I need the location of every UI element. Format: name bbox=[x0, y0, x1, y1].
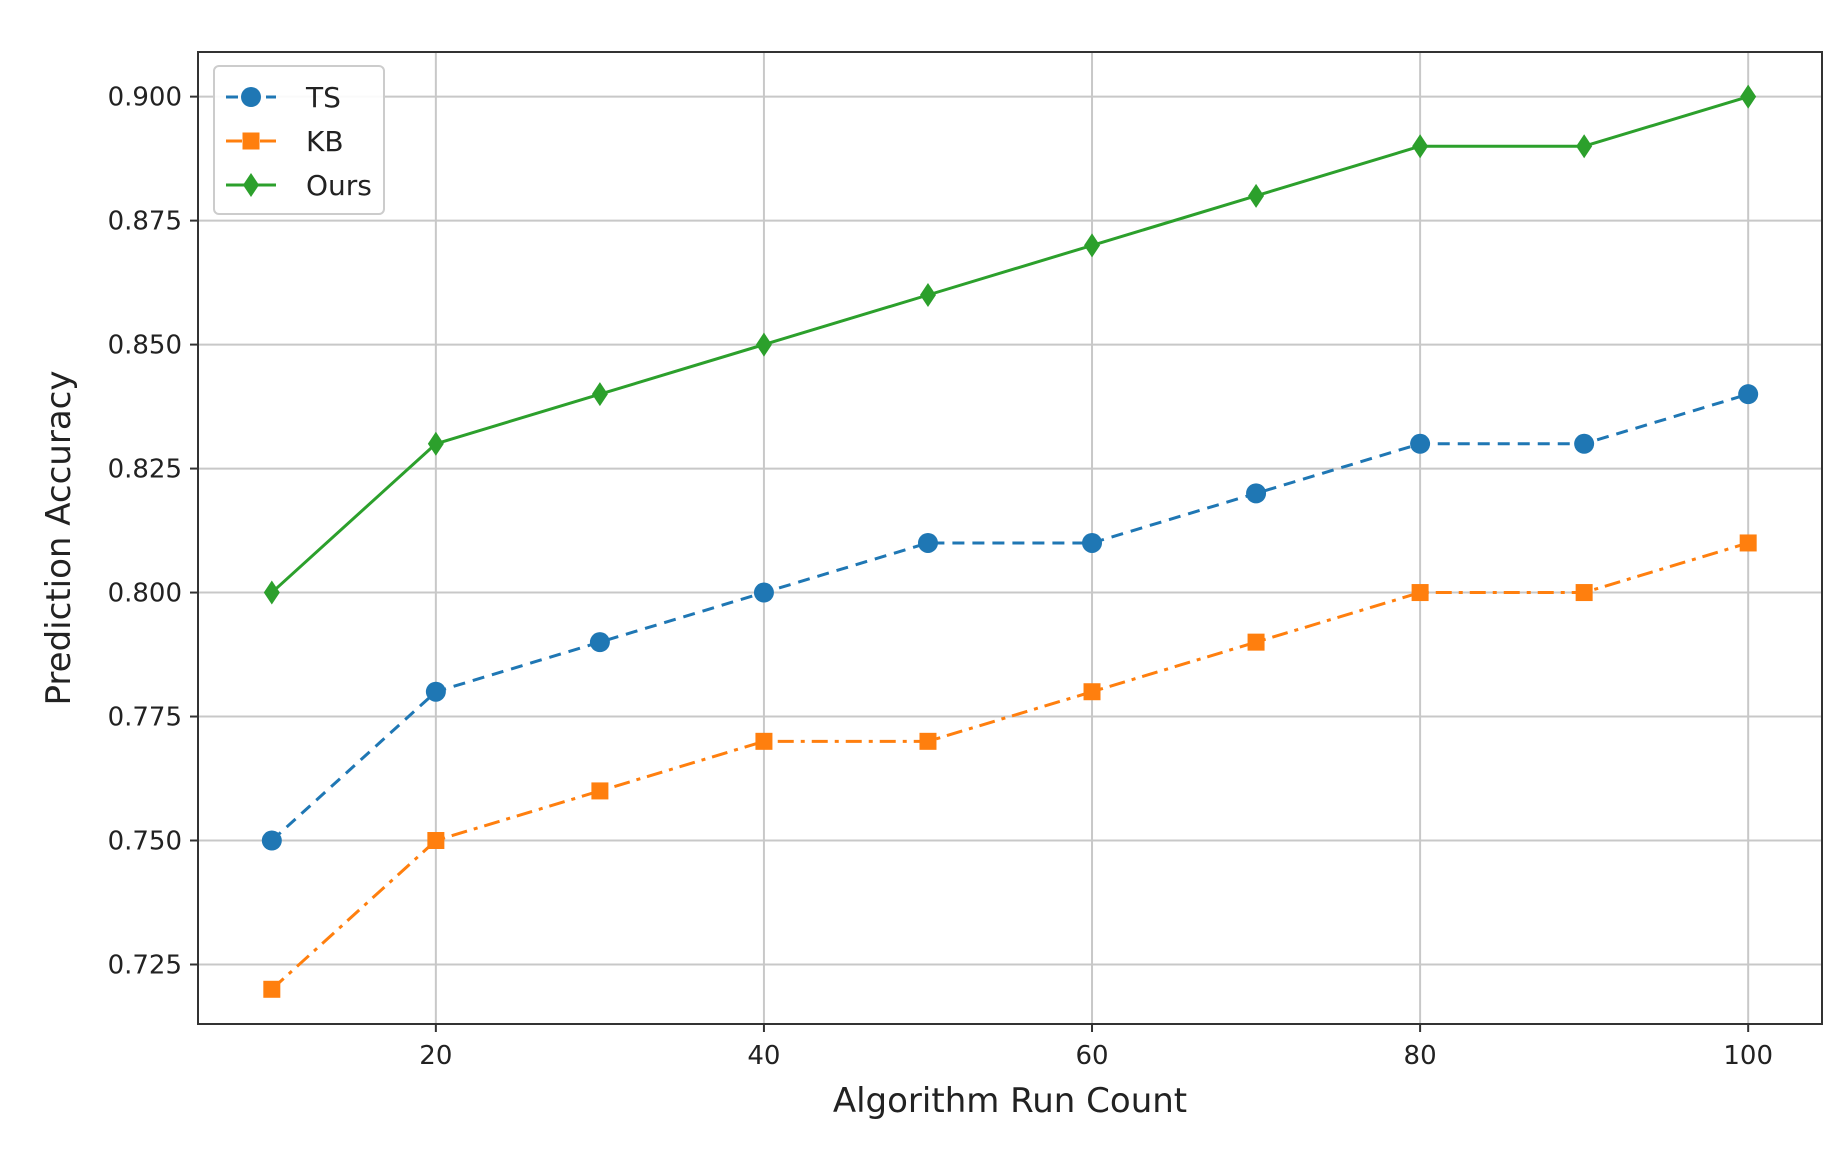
data-point-ts bbox=[1574, 433, 1595, 454]
y-tick-label: 0.825 bbox=[108, 455, 182, 485]
data-point-ours bbox=[427, 431, 444, 456]
x-tick-label: 60 bbox=[1075, 1041, 1108, 1071]
data-point-ours bbox=[591, 382, 608, 407]
plot-frame bbox=[197, 51, 1823, 1025]
y-tick-label: 0.875 bbox=[108, 207, 182, 237]
series-layer bbox=[261, 84, 1759, 998]
data-point-kb bbox=[1575, 584, 1593, 602]
data-point-ours bbox=[1740, 84, 1757, 109]
data-point-ours bbox=[755, 332, 772, 357]
series-ours bbox=[263, 84, 1757, 605]
data-point-kb bbox=[427, 832, 445, 850]
data-point-ours bbox=[1412, 134, 1429, 159]
data-point-ts bbox=[753, 582, 774, 603]
y-tick-label: 0.750 bbox=[108, 827, 182, 857]
y-axis-title: Prediction Accuracy bbox=[39, 371, 79, 706]
x-tick-label: 100 bbox=[1723, 1041, 1773, 1071]
series-line-ours bbox=[270, 95, 1749, 594]
series-line-ts bbox=[270, 392, 1749, 842]
legend-marker-ours bbox=[243, 173, 259, 197]
grid-layer bbox=[198, 52, 1822, 1024]
data-point-ts bbox=[589, 632, 610, 653]
data-point-kb bbox=[1247, 633, 1265, 651]
data-point-ts bbox=[261, 830, 282, 851]
legend: TS KB Ours bbox=[213, 65, 385, 215]
series-line-kb bbox=[270, 541, 1749, 991]
series-kb bbox=[263, 534, 1757, 998]
data-point-ours bbox=[1576, 134, 1593, 159]
data-point-ours bbox=[1248, 183, 1265, 208]
data-point-ts bbox=[1082, 532, 1103, 553]
legend-marker-ts bbox=[241, 87, 261, 107]
x-tick-label: 20 bbox=[419, 1041, 452, 1071]
legend-label-ours: Ours bbox=[306, 169, 372, 202]
tick-layer: 20 40 60 80 100 0.725 0.750 0.775 0.800 0.825 0.85… bbox=[108, 83, 1773, 1071]
y-tick-label: 0.850 bbox=[108, 331, 182, 361]
data-point-kb bbox=[263, 980, 281, 998]
legend-label-ts: TS bbox=[305, 81, 341, 114]
y-tick-label: 0.725 bbox=[108, 950, 182, 980]
x-tick-label: 80 bbox=[1404, 1041, 1437, 1071]
y-tick-label: 0.900 bbox=[108, 83, 182, 113]
data-point-ts bbox=[1246, 483, 1267, 504]
y-tick-label: 0.775 bbox=[108, 703, 182, 733]
data-point-ts bbox=[917, 532, 938, 553]
x-axis-title: Algorithm Run Count bbox=[833, 1081, 1187, 1121]
data-point-kb bbox=[1083, 683, 1101, 701]
data-point-ts bbox=[425, 681, 446, 702]
data-point-ours bbox=[263, 580, 280, 605]
data-point-kb bbox=[591, 782, 609, 800]
series-ts bbox=[261, 384, 1759, 851]
data-point-ts bbox=[1410, 433, 1431, 454]
data-point-ours bbox=[1084, 233, 1101, 258]
data-point-kb bbox=[1739, 534, 1757, 552]
y-tick-label: 0.800 bbox=[108, 579, 182, 609]
data-point-ts bbox=[1738, 384, 1759, 405]
legend-label-kb: KB bbox=[306, 125, 344, 158]
data-point-kb bbox=[919, 732, 937, 750]
x-tick-label: 40 bbox=[747, 1041, 780, 1071]
data-point-kb bbox=[1411, 584, 1429, 602]
data-point-ours bbox=[919, 283, 936, 307]
legend-marker-kb bbox=[242, 132, 260, 150]
data-point-kb bbox=[755, 732, 773, 750]
